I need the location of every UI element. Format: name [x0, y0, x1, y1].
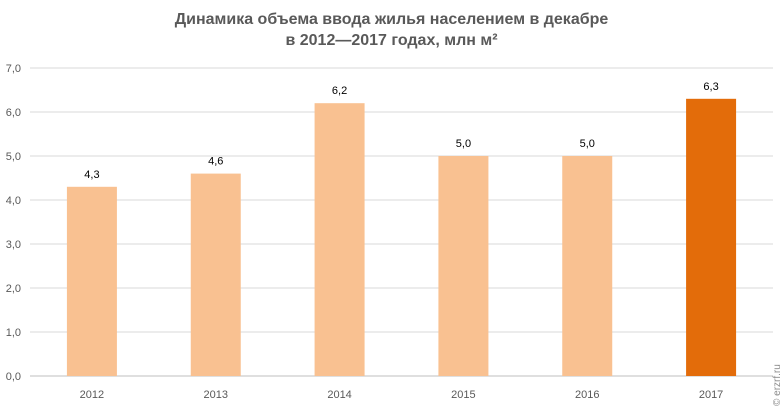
bar-value-label: 4,6: [208, 156, 223, 168]
bar-value-label: 5,0: [580, 138, 595, 150]
bar-value-label: 6,3: [703, 81, 718, 93]
x-tick-label: 2016: [575, 389, 599, 401]
y-tick-label: 2,0: [6, 283, 21, 295]
bar-value-label: 4,3: [84, 169, 99, 181]
y-tick-label: 5,0: [6, 151, 21, 163]
x-tick-label: 2015: [451, 389, 475, 401]
watermark: © erzrf.ru: [772, 344, 783, 407]
x-tick-label: 2012: [80, 389, 104, 401]
y-tick-label: 4,0: [6, 195, 21, 207]
y-tick-label: 0,0: [6, 371, 21, 383]
bar: [438, 156, 489, 376]
watermark-text: © erzrf.ru: [772, 364, 783, 406]
bar: [190, 173, 241, 376]
bar: [686, 98, 737, 377]
x-tick-label: 2017: [699, 389, 723, 401]
bar-value-label: 5,0: [456, 138, 471, 150]
y-tick-label: 1,0: [6, 327, 21, 339]
y-tick-label: 3,0: [6, 239, 21, 251]
bar: [66, 186, 117, 376]
x-tick-label: 2014: [327, 389, 351, 401]
chart-title: Динамика объема ввода жилья населением в…: [0, 9, 783, 51]
bar: [562, 156, 613, 376]
y-tick-label: 7,0: [6, 63, 21, 75]
y-tick-label: 6,0: [6, 107, 21, 119]
bar-value-label: 6,2: [332, 85, 347, 97]
x-tick-label: 2013: [204, 389, 228, 401]
chart-title-line-1: Динамика объема ввода жилья населением в…: [174, 11, 609, 28]
bar: [314, 103, 365, 376]
chart-title-line-2: в 2012—2017 годах, млн м²: [285, 32, 498, 49]
